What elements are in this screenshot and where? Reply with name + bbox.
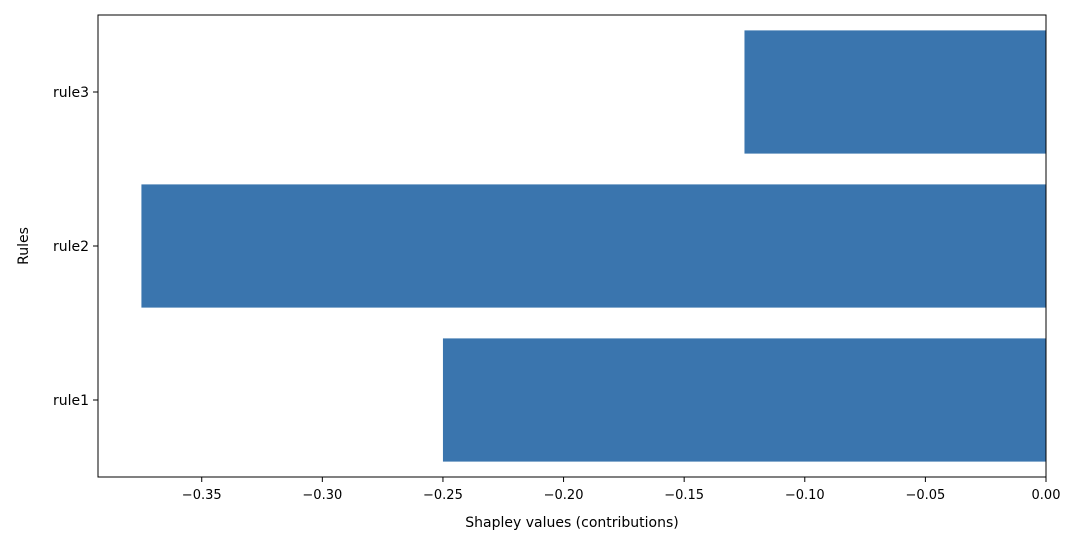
x-tick-label: −0.05 xyxy=(905,488,945,503)
bar-rule3 xyxy=(744,30,1046,154)
x-tick-label: 0.00 xyxy=(1032,488,1061,503)
x-tick-label: −0.20 xyxy=(544,488,584,503)
x-tick-label: −0.25 xyxy=(423,488,463,503)
x-tick-label: −0.15 xyxy=(664,488,704,503)
bar-rule2 xyxy=(141,184,1046,308)
x-axis-label: Shapley values (contributions) xyxy=(465,515,679,531)
x-tick-label: −0.30 xyxy=(302,488,342,503)
x-tick-label: −0.10 xyxy=(785,488,825,503)
x-tick-label: −0.35 xyxy=(182,488,222,503)
y-tick-label-rule1: rule1 xyxy=(53,393,89,409)
y-axis: rule1 rule2 rule3 xyxy=(53,85,98,409)
y-tick-label-rule3: rule3 xyxy=(53,85,89,101)
y-axis-label: Rules xyxy=(16,227,32,265)
y-tick-label-rule2: rule2 xyxy=(53,239,89,255)
bar-rule1 xyxy=(442,338,1047,462)
bars-layer xyxy=(141,30,1047,462)
x-axis: −0.35 −0.30 −0.25 −0.20 −0.15 −0.10 −0.05 0.00 xyxy=(182,477,1061,503)
